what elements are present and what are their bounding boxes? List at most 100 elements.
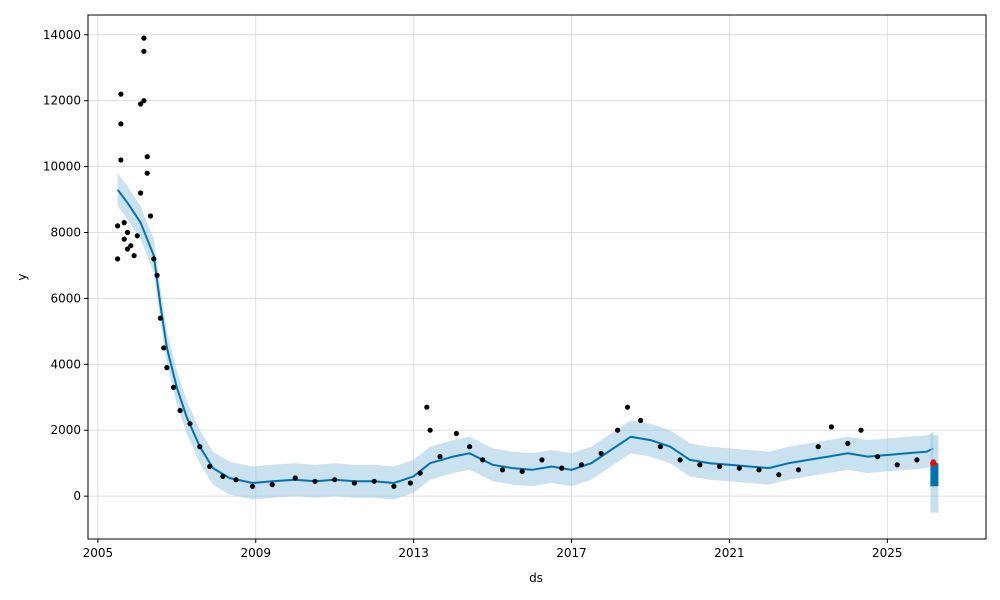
observed-point xyxy=(914,457,920,463)
observed-point xyxy=(437,454,443,460)
observed-point xyxy=(417,470,423,476)
y-axis-ticks: 0 2000 4000 6000 8000 10000 12000 14000 xyxy=(43,28,88,503)
observed-point xyxy=(220,473,226,479)
observed-point xyxy=(170,384,177,390)
observed-point xyxy=(815,444,821,450)
observed-point xyxy=(197,444,203,450)
y-tick-label: 14000 xyxy=(43,28,81,42)
observed-point xyxy=(756,467,762,473)
observed-point xyxy=(312,478,318,484)
x-tick-label: 2005 xyxy=(83,546,114,560)
observed-point xyxy=(118,157,124,163)
observed-point xyxy=(141,35,147,41)
observed-point xyxy=(828,424,835,430)
uncertainty-band xyxy=(117,173,934,500)
observed-point xyxy=(144,170,150,176)
observed-point xyxy=(138,101,144,107)
observed-point xyxy=(874,454,881,460)
forecast-line xyxy=(116,189,934,485)
observed-point xyxy=(407,480,413,486)
observed-point xyxy=(624,404,631,410)
x-axis-label: ds xyxy=(529,571,543,585)
observed-point xyxy=(138,190,144,196)
forecast-series xyxy=(116,189,934,485)
observed-point xyxy=(499,467,506,473)
observed-point xyxy=(164,365,170,371)
observed-point xyxy=(124,229,131,236)
y-tick-label: 0 xyxy=(73,489,81,503)
observed-point xyxy=(519,468,525,474)
observed-point xyxy=(292,475,298,481)
observed-point xyxy=(717,463,723,470)
observed-point xyxy=(115,223,121,229)
x-tick-label: 2009 xyxy=(240,546,271,560)
observed-point xyxy=(845,440,851,446)
observed-point xyxy=(424,404,430,410)
observed-point xyxy=(134,233,140,239)
y-tick-label: 8000 xyxy=(50,226,81,240)
grid xyxy=(88,15,986,539)
observed-point xyxy=(118,121,124,127)
uncertainty-interval xyxy=(117,173,934,500)
y-tick-label: 12000 xyxy=(43,94,81,108)
x-tick-label: 2013 xyxy=(398,546,429,560)
observed-point xyxy=(453,430,459,437)
y-tick-label: 4000 xyxy=(50,357,81,371)
observed-point xyxy=(539,457,545,463)
y-tick-label: 10000 xyxy=(43,160,81,174)
observed-point xyxy=(559,465,565,471)
observed-point xyxy=(121,236,127,242)
observed-point xyxy=(118,91,124,97)
observed-point xyxy=(131,253,137,259)
x-axis-ticks: 2005 2009 2013 2017 2021 2025 xyxy=(83,539,903,560)
observed-point xyxy=(269,482,275,488)
observed-point xyxy=(141,48,147,54)
observed-point xyxy=(128,243,134,249)
observed-point xyxy=(391,483,397,489)
observed-point xyxy=(776,472,782,478)
y-tick-label: 2000 xyxy=(50,423,81,437)
x-tick-label: 2021 xyxy=(714,546,745,560)
observed-point xyxy=(124,246,131,252)
y-tick-label: 6000 xyxy=(50,291,81,305)
x-tick-label: 2017 xyxy=(556,546,587,560)
observed-point xyxy=(894,462,900,468)
observed-point xyxy=(147,213,154,219)
observed-point xyxy=(144,154,150,160)
observed-point xyxy=(233,477,239,483)
observed-point xyxy=(736,465,742,471)
observed-point xyxy=(351,480,357,486)
observed-point xyxy=(177,407,183,414)
highlight-point xyxy=(930,460,937,467)
observed-point xyxy=(187,421,193,427)
observed-point xyxy=(795,467,802,473)
forecast-tail-yhat xyxy=(930,463,939,487)
forecast-tail xyxy=(930,435,939,513)
observed-point xyxy=(427,427,433,433)
observed-point xyxy=(657,444,664,450)
observed-point xyxy=(161,345,167,351)
observed-point xyxy=(115,256,121,262)
observed-point xyxy=(598,450,604,456)
observed-points xyxy=(115,35,937,489)
observed-point xyxy=(858,427,864,433)
observed-point xyxy=(141,98,147,104)
observed-point xyxy=(249,483,256,489)
observed-point xyxy=(480,457,486,463)
observed-point xyxy=(151,256,157,262)
observed-point xyxy=(638,417,644,423)
observed-point xyxy=(154,272,160,278)
x-tick-label: 2025 xyxy=(872,546,903,560)
observed-point xyxy=(332,477,338,483)
observed-point xyxy=(207,463,213,470)
observed-point xyxy=(697,462,703,468)
observed-point xyxy=(615,427,621,433)
y-axis-label: y xyxy=(15,273,29,280)
observed-point xyxy=(157,315,163,321)
observed-point xyxy=(677,457,683,463)
observed-point xyxy=(467,444,473,450)
observed-point xyxy=(371,478,377,484)
observed-point xyxy=(578,462,585,468)
